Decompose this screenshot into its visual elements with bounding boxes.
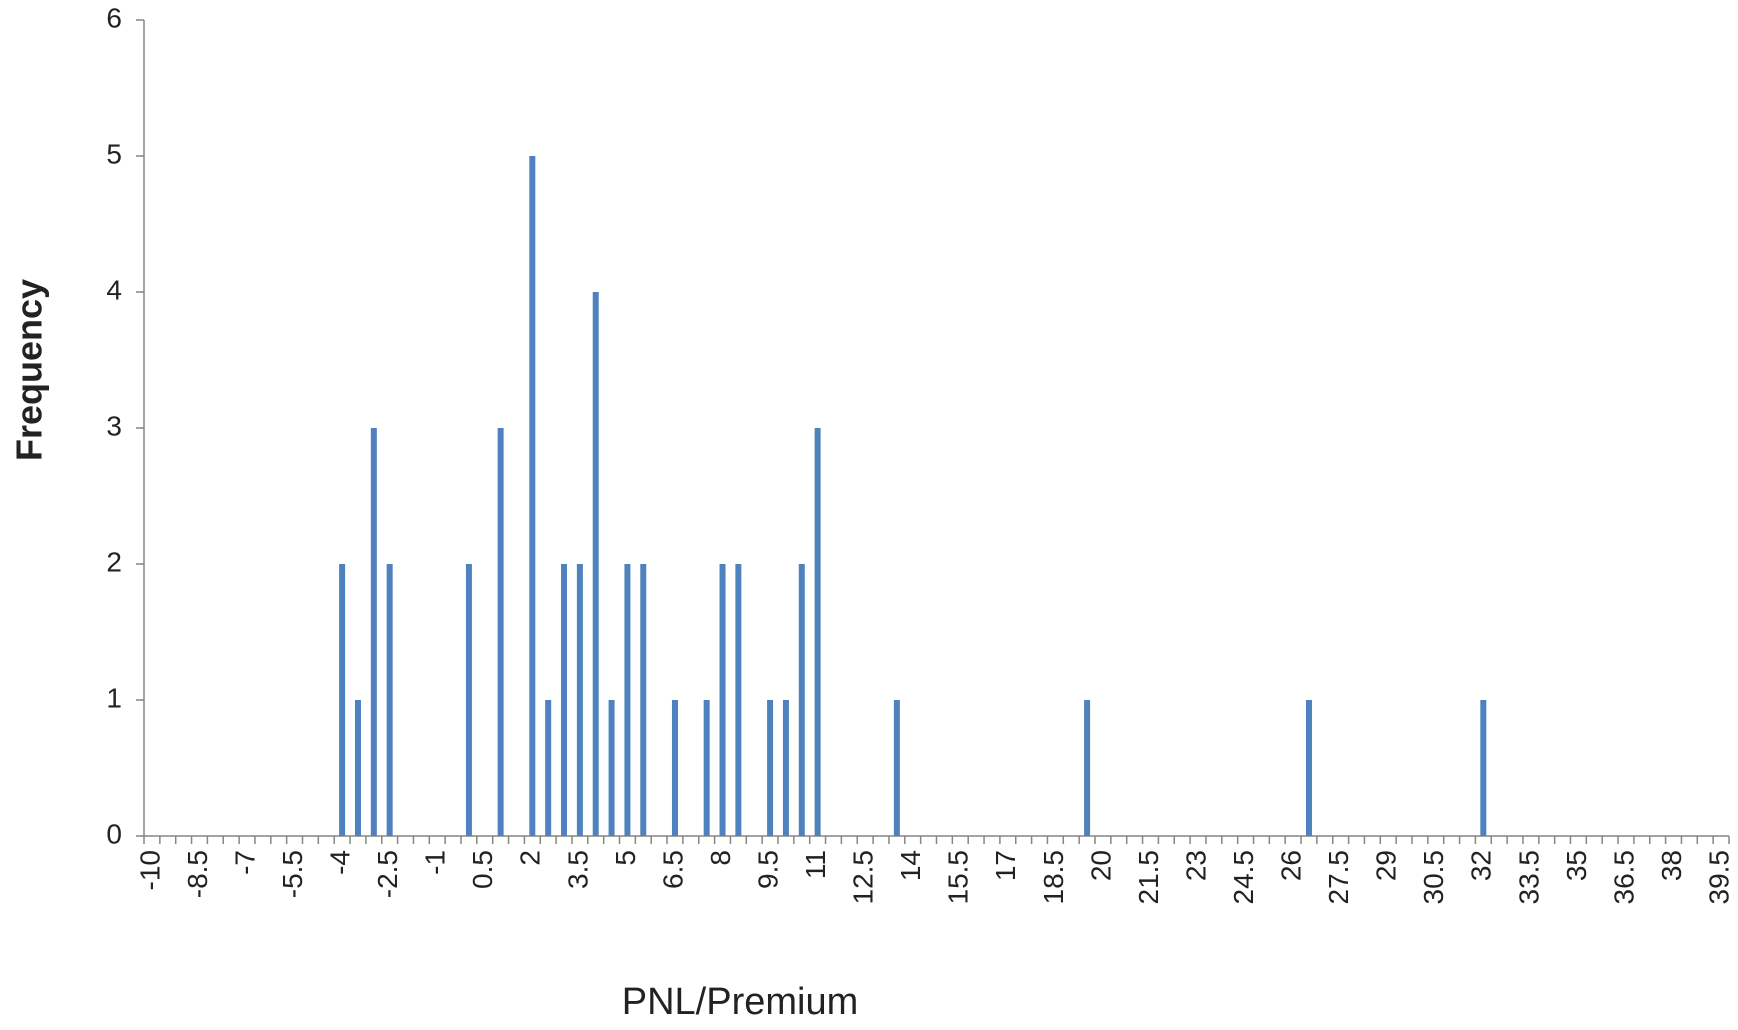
x-tick-label: 0.5 bbox=[467, 850, 498, 889]
x-tick-label: 8 bbox=[705, 850, 736, 866]
x-tick-label: 17 bbox=[990, 850, 1021, 881]
bar bbox=[624, 564, 631, 836]
bar bbox=[1084, 700, 1091, 836]
y-tick-label: 5 bbox=[106, 138, 122, 169]
bar bbox=[592, 292, 599, 836]
x-tick-label: 5 bbox=[610, 850, 641, 866]
x-tick-label: 23 bbox=[1180, 850, 1211, 881]
bar bbox=[735, 564, 742, 836]
bar bbox=[671, 700, 678, 836]
bar bbox=[893, 700, 900, 836]
bar bbox=[782, 700, 789, 836]
y-tick-label: 4 bbox=[106, 274, 122, 305]
x-tick-label: -5.5 bbox=[277, 850, 308, 898]
bar bbox=[497, 428, 504, 836]
x-tick-label: 15.5 bbox=[943, 850, 974, 905]
x-tick-label: 24.5 bbox=[1228, 850, 1259, 905]
x-tick-label: 27.5 bbox=[1323, 850, 1354, 905]
y-axis-title: Frequency bbox=[9, 279, 50, 461]
bar bbox=[465, 564, 472, 836]
x-tick-label: 35 bbox=[1561, 850, 1592, 881]
bar bbox=[1480, 700, 1487, 836]
x-tick-label: -2.5 bbox=[372, 850, 403, 898]
x-tick-label: 30.5 bbox=[1418, 850, 1449, 905]
x-tick-label: 29 bbox=[1371, 850, 1402, 881]
y-tick-label: 1 bbox=[106, 682, 122, 713]
x-tick-label: -10 bbox=[134, 850, 165, 890]
x-axis-title: PNL/Premium bbox=[622, 981, 859, 1023]
bar bbox=[576, 564, 583, 836]
x-tick-label: 12.5 bbox=[848, 850, 879, 905]
y-tick-label: 0 bbox=[106, 818, 122, 849]
bar bbox=[370, 428, 377, 836]
x-tick-label: 32 bbox=[1466, 850, 1497, 881]
y-tick-label: 6 bbox=[106, 2, 122, 33]
bar bbox=[545, 700, 552, 836]
x-tick-label: 2 bbox=[515, 850, 546, 866]
x-tick-label: -8.5 bbox=[182, 850, 213, 898]
x-tick-label: 20 bbox=[1085, 850, 1116, 881]
bar bbox=[339, 564, 346, 836]
bar bbox=[798, 564, 805, 836]
bar bbox=[719, 564, 726, 836]
bar bbox=[561, 564, 568, 836]
x-tick-label: -4 bbox=[325, 850, 356, 875]
x-tick-label: 33.5 bbox=[1513, 850, 1544, 905]
x-tick-label: 9.5 bbox=[752, 850, 783, 889]
x-tick-label: 3.5 bbox=[562, 850, 593, 889]
x-tick-label: 14 bbox=[895, 850, 926, 881]
x-tick-label: 11 bbox=[800, 850, 831, 879]
bar bbox=[386, 564, 393, 836]
x-tick-label: 6.5 bbox=[657, 850, 688, 889]
x-tick-label: 39.5 bbox=[1703, 850, 1734, 905]
x-tick-label: 26 bbox=[1276, 850, 1307, 881]
y-tick-label: 2 bbox=[106, 546, 122, 577]
x-tick-label: 21.5 bbox=[1133, 850, 1164, 905]
bar bbox=[814, 428, 821, 836]
x-tick-label: 38 bbox=[1656, 850, 1687, 881]
x-tick-label: -7 bbox=[229, 850, 260, 875]
bar bbox=[640, 564, 647, 836]
bar bbox=[608, 700, 615, 836]
x-tick-label: 36.5 bbox=[1608, 850, 1639, 905]
bar bbox=[529, 156, 536, 836]
y-tick-label: 3 bbox=[106, 410, 122, 441]
bar bbox=[1305, 700, 1312, 836]
bar bbox=[354, 700, 361, 836]
x-tick-label: -1 bbox=[420, 850, 451, 875]
x-tick-label: 18.5 bbox=[1038, 850, 1069, 905]
bar bbox=[703, 700, 710, 836]
bar bbox=[767, 700, 774, 836]
